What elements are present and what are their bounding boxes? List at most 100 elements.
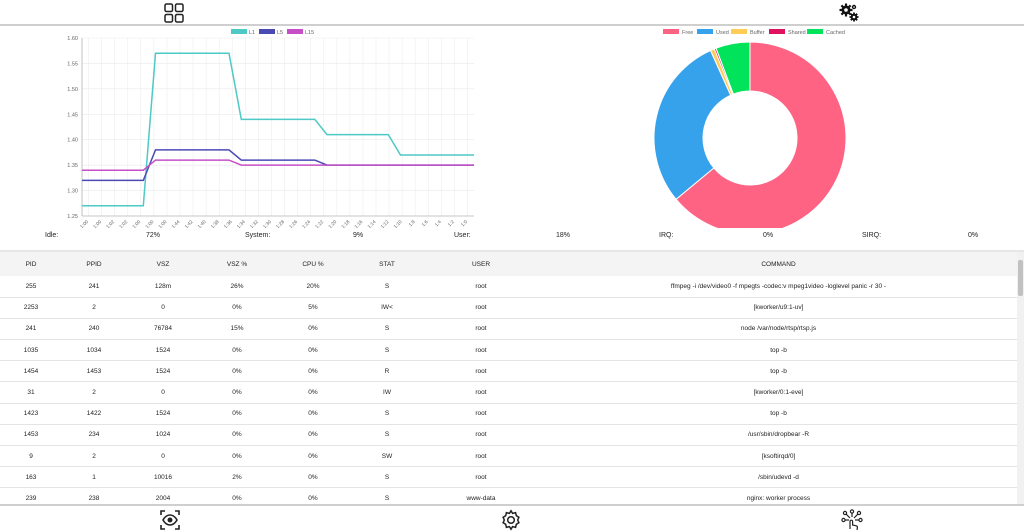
x-tick-label: 1:00 bbox=[144, 219, 155, 228]
y-tick-label: 1.55 bbox=[67, 61, 78, 67]
cell-pid: 31 bbox=[27, 389, 35, 397]
x-tick-label: 1:00 bbox=[92, 219, 103, 228]
cell-user: root bbox=[475, 452, 487, 460]
cell-cpu-percent: 0% bbox=[308, 410, 318, 418]
header-vsz[interactable]: VSZ bbox=[156, 260, 170, 268]
cell-cpu-percent: 0% bbox=[308, 367, 318, 375]
scrollbar-thumb[interactable] bbox=[1018, 260, 1023, 296]
cell-stat: S bbox=[384, 282, 390, 290]
cell-user: www-data bbox=[466, 494, 496, 502]
process-table-container: PID PPID VSZ VSZ % CPU % STAT USER COMMA… bbox=[0, 252, 1017, 504]
cell-pid: 163 bbox=[25, 473, 37, 481]
cell-vsz-percent: 0% bbox=[232, 346, 242, 354]
divider bbox=[0, 250, 1024, 252]
cell-vsz: 76784 bbox=[153, 325, 173, 333]
network-touch-icon[interactable] bbox=[841, 509, 863, 531]
cell-command: top -b bbox=[770, 367, 787, 375]
y-tick-label: 1.35 bbox=[67, 163, 78, 169]
x-tick-label: 1:6 bbox=[421, 219, 430, 228]
idle-label: Idle: bbox=[45, 232, 59, 239]
header-stat[interactable]: STAT bbox=[379, 260, 395, 268]
top-toolbar bbox=[0, 0, 1024, 26]
x-tick-label: 1:10 bbox=[393, 219, 404, 228]
cell-vsz-percent: 26% bbox=[230, 282, 244, 290]
x-tick-label: 1:44 bbox=[171, 219, 182, 228]
header-command[interactable]: COMMAND bbox=[761, 260, 796, 268]
x-tick-label: 1:32 bbox=[249, 219, 260, 228]
settings-icon[interactable] bbox=[500, 509, 522, 531]
cell-pid: 9 bbox=[29, 452, 33, 460]
cell-cpu-percent: 0% bbox=[308, 431, 318, 439]
cell-vsz-percent: 0% bbox=[232, 389, 242, 397]
grid-icon[interactable] bbox=[163, 2, 185, 24]
x-tick-label: 1:16 bbox=[353, 219, 364, 228]
scrollbar-track[interactable] bbox=[1017, 252, 1024, 504]
bottom-toolbar bbox=[0, 504, 1024, 532]
cpu-stats-row: Idle: 72% System: 9% User: 18% IRQ: 0% S… bbox=[0, 230, 1024, 244]
header-pid[interactable]: PID bbox=[25, 260, 37, 268]
cell-cpu-percent: 0% bbox=[308, 452, 318, 460]
cell-cpu-percent: 0% bbox=[308, 389, 318, 397]
cell-command: top -b bbox=[770, 346, 787, 354]
cell-user: root bbox=[475, 410, 487, 418]
x-tick-label: 1:00 bbox=[157, 219, 168, 228]
table-row[interactable]: 9 2 0 0% 0% SW root [ksoftirqd/0] bbox=[0, 446, 1017, 467]
x-tick-label: 1:12 bbox=[380, 219, 391, 228]
cell-vsz-percent: 0% bbox=[232, 494, 242, 502]
cell-vsz: 0 bbox=[161, 452, 165, 460]
x-tick-label: 1:00 bbox=[79, 219, 90, 228]
x-tick-label: 1:20 bbox=[327, 219, 338, 228]
user-value: 18% bbox=[556, 232, 571, 239]
cell-ppid: 1 bbox=[92, 473, 96, 481]
legend-label: Cached bbox=[826, 30, 845, 36]
table-header-row: PID PPID VSZ VSZ % CPU % STAT USER COMMA… bbox=[0, 252, 1017, 276]
x-tick-label: 1:14 bbox=[367, 219, 378, 228]
irq-value: 0% bbox=[763, 232, 774, 239]
legend-swatch bbox=[769, 29, 785, 34]
cell-pid: 1035 bbox=[23, 346, 39, 354]
cell-command: node /var/node/rtsp/rtsp.js bbox=[740, 325, 817, 333]
header-user[interactable]: USER bbox=[471, 260, 491, 268]
charts-area: 1.25 1.30 1.35 1.40 1.45 1.50 1.55 1.60 1:00 1:00… bbox=[0, 28, 1024, 228]
cell-pid: 255 bbox=[25, 282, 37, 290]
table-row[interactable]: 2253 2 0 0% 5% IW< root [kworker/u9:1-uv] bbox=[0, 297, 1017, 319]
system-value: 9% bbox=[353, 232, 364, 239]
cell-cpu-percent: 0% bbox=[308, 325, 318, 333]
gears-icon[interactable] bbox=[838, 2, 860, 24]
legend-label: L15 bbox=[305, 30, 314, 36]
slice-cached bbox=[715, 41, 751, 95]
cell-vsz: 1524 bbox=[155, 410, 171, 418]
cell-vsz: 1524 bbox=[155, 346, 171, 354]
legend-label: Buffer bbox=[750, 30, 765, 36]
irq-label: IRQ: bbox=[659, 232, 674, 239]
header-ppid[interactable]: PPID bbox=[86, 260, 102, 268]
memory-doughnut-chart: Free Used Buffer Shared Cached bbox=[653, 29, 847, 228]
cell-user: root bbox=[475, 473, 487, 481]
cell-command: /usr/sbin/dropbear -R bbox=[747, 431, 810, 439]
cell-stat: S bbox=[384, 431, 390, 439]
cell-ppid: 238 bbox=[88, 494, 100, 502]
eye-scan-icon[interactable] bbox=[159, 509, 181, 531]
x-tick-label: 1:36 bbox=[223, 219, 234, 228]
cell-pid: 2253 bbox=[23, 304, 39, 312]
legend-label: L1 bbox=[249, 30, 255, 36]
cell-stat: S bbox=[384, 346, 390, 354]
header-vsz-percent[interactable]: VSZ % bbox=[226, 260, 248, 268]
cell-cpu-percent: 5% bbox=[308, 304, 318, 312]
cell-ppid: 1422 bbox=[86, 410, 102, 418]
table-row[interactable]: 31 2 0 0% 0% IW root [kworker/0:1-eve] bbox=[0, 382, 1017, 404]
header-cpu-percent[interactable]: CPU % bbox=[302, 260, 324, 268]
x-tick-label: 1:26 bbox=[288, 219, 299, 228]
cell-stat: S bbox=[384, 410, 390, 418]
x-tick-label: 1:4 bbox=[434, 219, 443, 228]
cell-command: top -b bbox=[770, 410, 787, 418]
x-tick-label: 1:02 bbox=[105, 219, 116, 228]
